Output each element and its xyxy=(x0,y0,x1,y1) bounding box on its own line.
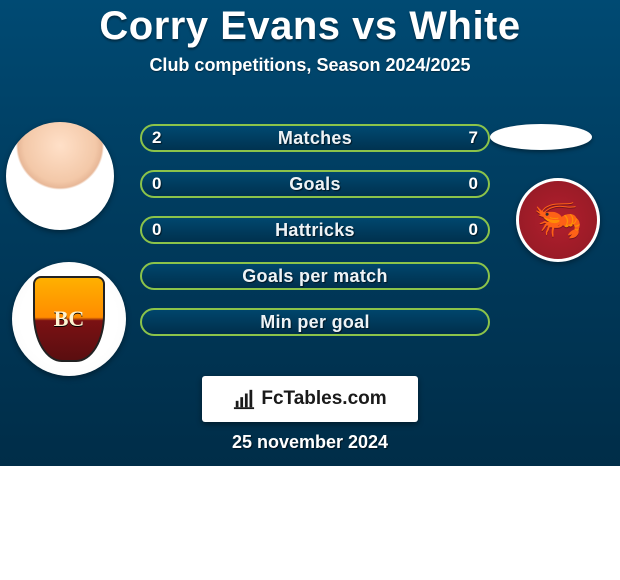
brand-text: FcTables.com xyxy=(261,388,386,410)
stat-rows: 2 Matches 7 0 Goals 0 0 Hattricks 0 Goal… xyxy=(140,124,490,336)
stat-right-value: 7 xyxy=(469,128,478,148)
snapshot-date: 25 november 2024 xyxy=(0,432,620,453)
stat-label: Goals per match xyxy=(242,266,388,287)
stat-left-value: 0 xyxy=(152,174,161,194)
stat-row-goals: 0 Goals 0 xyxy=(140,170,490,198)
stat-row-matches: 2 Matches 7 xyxy=(140,124,490,152)
stat-right-value: 0 xyxy=(469,220,478,240)
player-left-avatar xyxy=(6,122,114,230)
stat-row-min-per-goal: Min per goal xyxy=(140,308,490,336)
stat-row-hattricks: 0 Hattricks 0 xyxy=(140,216,490,244)
stat-row-goals-per-match: Goals per match xyxy=(140,262,490,290)
stat-label: Hattricks xyxy=(275,220,355,241)
brand-badge: FcTables.com xyxy=(202,376,418,422)
stat-left-value: 0 xyxy=(152,220,161,240)
shrimp-icon: 🦐 xyxy=(533,200,583,240)
page-title: Corry Evans vs White xyxy=(0,0,620,49)
club-left-crest-icon: BC xyxy=(33,276,105,362)
club-right-badge: 🦐 xyxy=(516,178,600,262)
club-left-badge: BC xyxy=(12,262,126,376)
stat-label: Goals xyxy=(289,174,341,195)
stat-right-value: 0 xyxy=(469,174,478,194)
stat-label: Min per goal xyxy=(260,312,370,333)
page-subtitle: Club competitions, Season 2024/2025 xyxy=(0,55,620,76)
bar-chart-icon xyxy=(233,388,255,410)
stat-left-value: 2 xyxy=(152,128,161,148)
player-right-avatar xyxy=(490,124,592,150)
comparison-card: Corry Evans vs White Club competitions, … xyxy=(0,0,620,466)
stat-label: Matches xyxy=(278,128,352,149)
